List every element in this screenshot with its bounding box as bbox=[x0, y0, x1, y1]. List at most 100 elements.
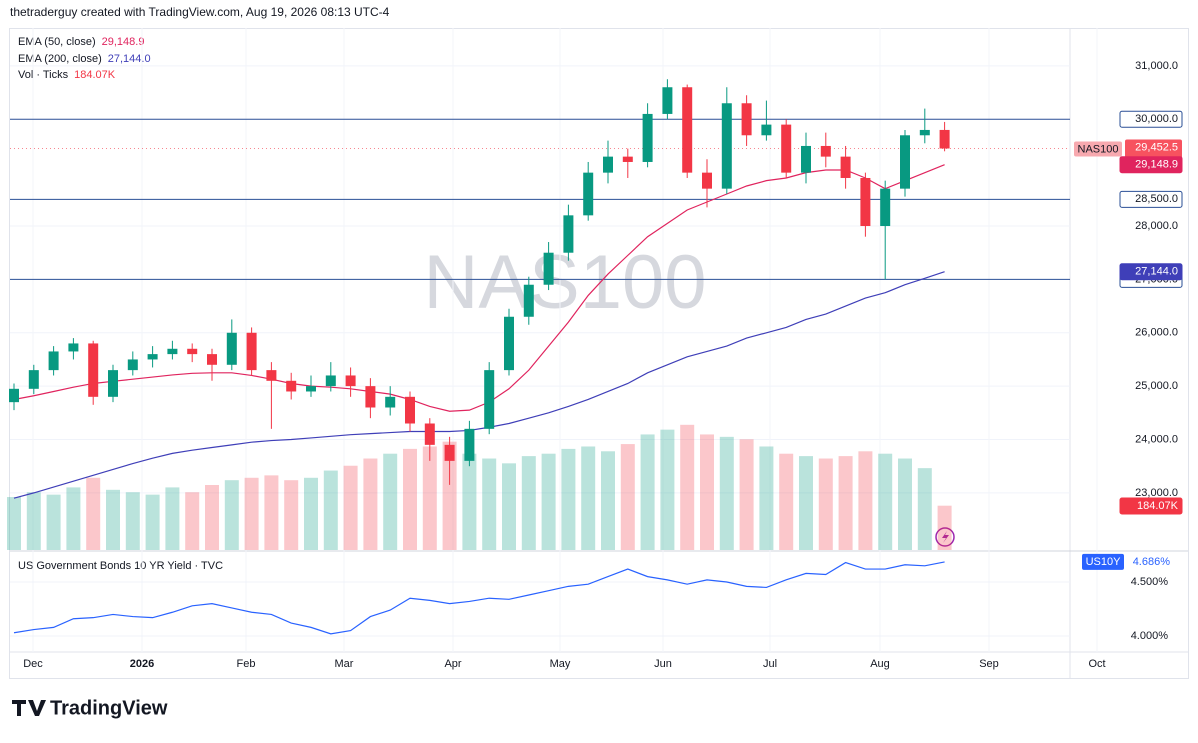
volume-bar bbox=[620, 444, 635, 550]
candle-body bbox=[682, 87, 693, 173]
candle-body bbox=[9, 388, 19, 403]
volume-bar bbox=[462, 453, 477, 550]
legend-name: EMA (200, close) bbox=[18, 53, 102, 65]
volume-bar bbox=[403, 448, 417, 550]
candle-body bbox=[642, 113, 653, 162]
legend-value: 29,148.9 bbox=[102, 36, 145, 48]
candle-body bbox=[385, 396, 396, 408]
candle-body bbox=[266, 370, 277, 381]
volume-bar bbox=[719, 436, 734, 550]
candle-body bbox=[919, 129, 930, 136]
x-tick-label: Feb bbox=[237, 658, 256, 670]
logo-mark bbox=[12, 700, 46, 716]
candle-body bbox=[127, 359, 138, 371]
volume-bar bbox=[818, 458, 833, 550]
ema50-label: 29,148.9 bbox=[1135, 159, 1178, 171]
candle-body bbox=[543, 252, 554, 285]
volume-label: 184.07K bbox=[1137, 500, 1179, 512]
volume-bar bbox=[917, 468, 932, 550]
candle-body bbox=[741, 103, 752, 136]
candle-body bbox=[167, 348, 178, 355]
candle-body bbox=[464, 428, 475, 461]
candle-body bbox=[444, 444, 455, 461]
volume-bar bbox=[898, 458, 912, 550]
candle-body bbox=[761, 124, 772, 136]
event-bolt bbox=[942, 531, 949, 543]
volume-bar bbox=[521, 456, 536, 550]
candle-body bbox=[88, 343, 99, 397]
volume-bar bbox=[205, 485, 219, 550]
candle-body bbox=[108, 370, 118, 397]
x-tick-label: Oct bbox=[1088, 658, 1105, 670]
candle-body bbox=[801, 145, 811, 173]
legend-value: 184.07K bbox=[74, 69, 116, 81]
y-tick-label: 24,000.0 bbox=[1135, 433, 1178, 445]
volume-bar bbox=[145, 494, 160, 550]
symbol-tag: NAS100 bbox=[1078, 143, 1119, 155]
volume-bar bbox=[759, 446, 774, 550]
candle-body bbox=[405, 396, 415, 424]
volume-bar bbox=[7, 497, 21, 550]
candle-body bbox=[603, 156, 613, 173]
legend-name: EMA (50, close) bbox=[18, 36, 96, 48]
volume-bar bbox=[858, 451, 873, 550]
candle-body bbox=[702, 172, 712, 189]
yield-title: US Government Bonds 10 YR Yield · TVC bbox=[18, 560, 223, 572]
volume-bar bbox=[700, 434, 714, 550]
y-tick-label: 31,000.0 bbox=[1135, 60, 1178, 72]
volume-bar bbox=[26, 492, 41, 550]
candle-body bbox=[246, 332, 257, 371]
volume-bar bbox=[185, 492, 200, 550]
candle-body bbox=[365, 386, 376, 408]
ema50-line bbox=[13, 164, 945, 412]
candle-body bbox=[286, 380, 297, 392]
volume-bar bbox=[422, 446, 437, 550]
y-tick-label: 23,000.0 bbox=[1135, 487, 1178, 499]
volume-bar bbox=[561, 448, 576, 550]
candle-body bbox=[306, 386, 316, 392]
x-tick-label: Apr bbox=[444, 658, 461, 670]
x-tick-label: Mar bbox=[335, 658, 354, 670]
candle-body bbox=[820, 145, 831, 157]
level-label-box bbox=[1119, 110, 1183, 128]
ema50-label-box bbox=[1119, 156, 1183, 174]
volume-bar bbox=[838, 456, 853, 550]
y-tick-label: 26,000.0 bbox=[1135, 327, 1178, 339]
volume-bar bbox=[799, 456, 813, 550]
candle-body bbox=[583, 172, 594, 216]
volume-bar bbox=[739, 439, 754, 550]
level-label: 30,000.0 bbox=[1135, 113, 1178, 125]
yield-symbol-box bbox=[1082, 553, 1124, 570]
legend-name: Vol · Ticks bbox=[18, 69, 69, 81]
ema200-label-box bbox=[1119, 263, 1183, 281]
level-label-box bbox=[1119, 190, 1183, 208]
volume-bar bbox=[284, 480, 299, 550]
header: thetraderguy created with TradingView.co… bbox=[10, 5, 390, 19]
candle-body bbox=[207, 354, 217, 365]
ema200-label: 27,144.0 bbox=[1135, 266, 1178, 278]
volume-bar bbox=[224, 480, 239, 550]
volume-bar bbox=[86, 477, 101, 550]
candle-body bbox=[622, 156, 633, 162]
volume-bar bbox=[482, 458, 497, 550]
candle-body bbox=[721, 103, 732, 189]
yield-label: 4.686% bbox=[1133, 556, 1171, 568]
volume-bar bbox=[46, 494, 61, 550]
volume-bar bbox=[581, 446, 596, 550]
candle-body bbox=[484, 370, 495, 429]
candle-body bbox=[345, 375, 356, 387]
y-tick-label: 4.000% bbox=[1131, 630, 1169, 642]
volume-bar bbox=[541, 453, 556, 550]
volume-bar bbox=[640, 434, 655, 550]
candle-body bbox=[880, 188, 891, 227]
volume-bar bbox=[363, 458, 378, 550]
candle-body bbox=[48, 351, 59, 371]
volume-bar bbox=[106, 489, 120, 550]
x-tick-label: Jun bbox=[654, 658, 672, 670]
candle-body bbox=[563, 215, 574, 253]
yield-line bbox=[13, 561, 945, 635]
watermark: NAS100 bbox=[423, 240, 706, 325]
volume-label-box bbox=[1119, 497, 1183, 515]
volume-bar bbox=[502, 463, 516, 550]
